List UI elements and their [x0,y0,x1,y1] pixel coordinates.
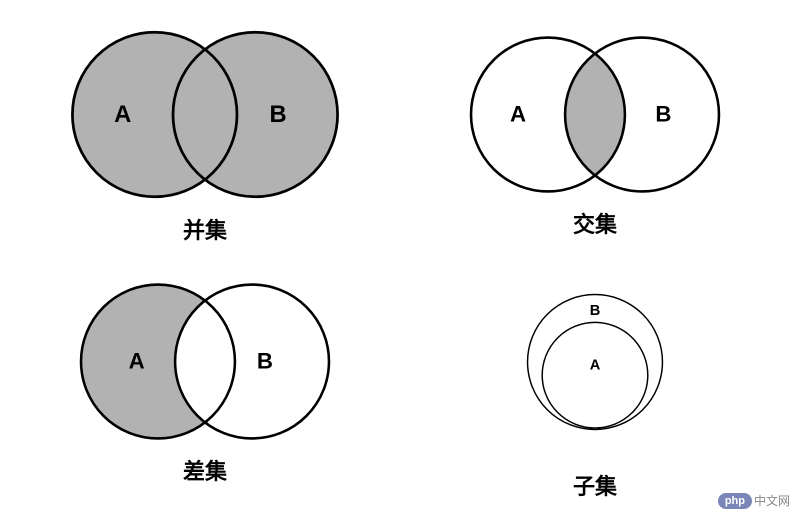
union-caption: 并集 [183,213,227,245]
svg-text:A: A [510,101,526,126]
watermark: php 中文网 [718,492,790,509]
svg-text:A: A [129,349,145,374]
subset-svg: BA [485,262,705,462]
intersection-diagram: AB [445,29,745,205]
intersection-svg: AB [445,29,745,200]
subset-cell: BA 子集 [400,258,790,506]
watermark-pill: php [718,493,752,509]
svg-text:B: B [270,101,287,128]
union-diagram: AB [45,23,365,211]
intersection-caption: 交集 [573,207,617,239]
intersection-cell: AB 交集 [400,10,790,258]
svg-text:B: B [655,101,671,126]
difference-svg: AB [55,276,355,447]
subset-diagram: BA [485,262,705,467]
diagram-grid: AB 并集 AB 交集 AB 差集 BA 子集 [0,0,800,515]
difference-caption: 差集 [183,454,227,486]
union-cell: AB 并集 [10,10,400,258]
svg-text:B: B [590,303,601,319]
svg-text:B: B [257,349,273,374]
difference-cell: AB 差集 [10,258,400,506]
svg-text:A: A [590,357,601,373]
union-svg: AB [45,23,365,206]
subset-caption: 子集 [573,469,617,501]
svg-text:A: A [114,101,131,128]
difference-diagram: AB [55,276,355,452]
watermark-text: 中文网 [754,492,790,509]
